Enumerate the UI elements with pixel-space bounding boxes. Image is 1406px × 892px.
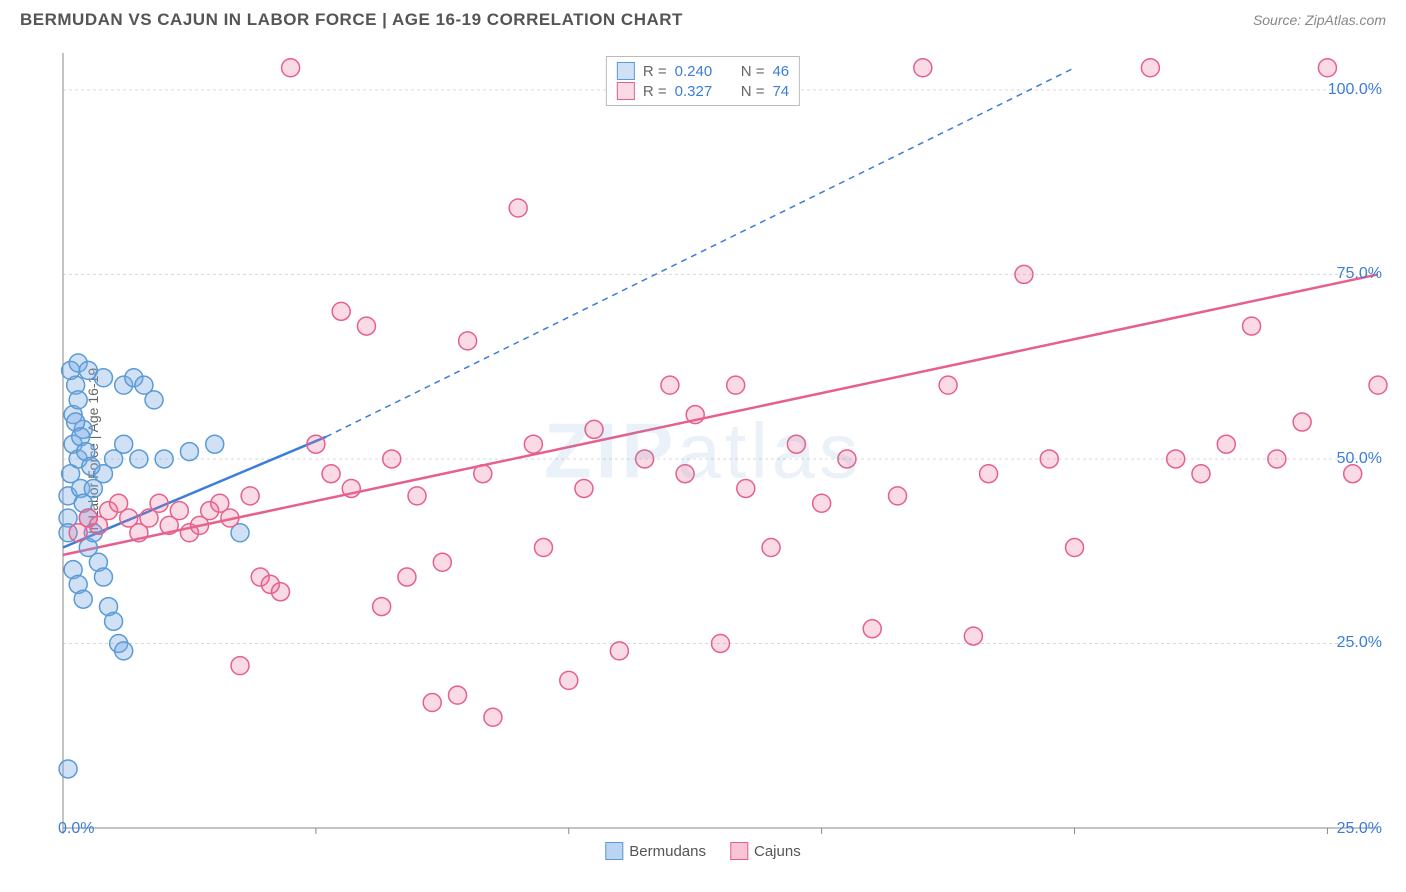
x-tick-label: 25.0% — [1337, 820, 1382, 838]
y-tick-label: 50.0% — [1337, 450, 1382, 468]
y-tick-label: 100.0% — [1328, 81, 1382, 99]
legend-row: R = 0.240 N = 46 — [617, 61, 789, 81]
y-tick-label: 25.0% — [1337, 634, 1382, 652]
legend-label: Cajuns — [754, 843, 801, 860]
legend-swatch — [605, 842, 623, 860]
legend-item: Bermudans — [605, 842, 706, 860]
correlation-legend: R = 0.240 N = 46R = 0.327 N = 74 — [606, 56, 800, 106]
series-legend: Bermudans Cajuns — [605, 842, 800, 860]
chart-container: In Labor Force | Age 16-19 ZIPatlas R = … — [18, 38, 1388, 864]
chart-source: Source: ZipAtlas.com — [1253, 12, 1386, 28]
scatter-chart — [18, 38, 1388, 864]
y-tick-label: 75.0% — [1337, 265, 1382, 283]
legend-swatch — [617, 62, 635, 80]
x-tick-label: 0.0% — [58, 820, 94, 838]
chart-header: BERMUDAN VS CAJUN IN LABOR FORCE | AGE 1… — [0, 0, 1406, 38]
legend-row: R = 0.327 N = 74 — [617, 81, 789, 101]
legend-swatch — [617, 82, 635, 100]
legend-item: Cajuns — [730, 842, 801, 860]
chart-title: BERMUDAN VS CAJUN IN LABOR FORCE | AGE 1… — [20, 10, 683, 30]
legend-label: Bermudans — [629, 843, 706, 860]
legend-swatch — [730, 842, 748, 860]
